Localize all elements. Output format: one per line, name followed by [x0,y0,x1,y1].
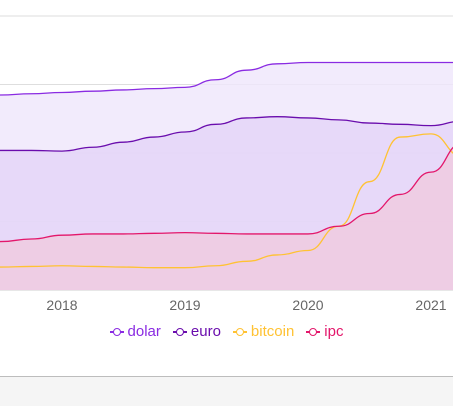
legend-label-ipc: ipc [324,323,343,340]
chart-card: 2018 2019 2020 2021 dolar euro bitcoin ipc [0,0,453,377]
chart-canvas: 2018 2019 2020 2021 [0,0,453,320]
legend-item-dolar[interactable]: dolar [110,323,161,340]
legend-label-bitcoin: bitcoin [251,323,294,340]
x-tick-label-2019: 2019 [169,297,200,313]
legend-label-dolar: dolar [128,323,161,340]
x-tick-label-2018: 2018 [46,297,77,313]
legend-item-bitcoin[interactable]: bitcoin [233,323,294,340]
legend-marker-icon [110,328,124,336]
x-tick-label-2021: 2021 [415,297,446,313]
legend-marker-icon [173,328,187,336]
x-tick-label-2020: 2020 [292,297,323,313]
legend-marker-icon [233,328,247,336]
legend: dolar euro bitcoin ipc [0,323,453,340]
legend-marker-icon [306,328,320,336]
legend-label-euro: euro [191,323,221,340]
legend-item-ipc[interactable]: ipc [306,323,343,340]
legend-item-euro[interactable]: euro [173,323,221,340]
